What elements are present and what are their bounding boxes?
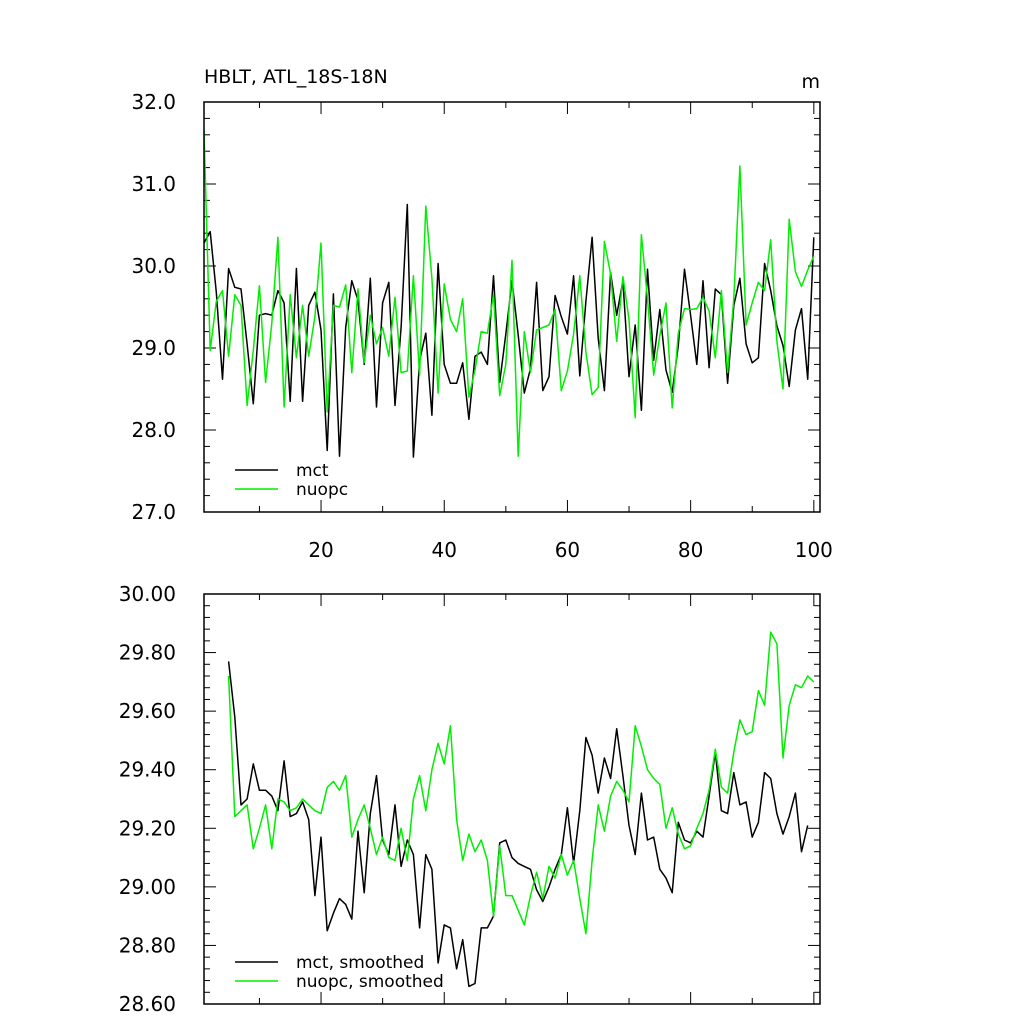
legend-nuopc-smoothed-label: nuopc, smoothed [296, 972, 444, 992]
y-tick-label: 30.0 [131, 254, 176, 278]
legend-mct-label: mct [296, 461, 329, 481]
series-line-nuopc [203, 130, 815, 457]
y-tick-label: 29.20 [119, 816, 176, 840]
top-y-tick-labels: 27.0 28.0 29.0 30.0 31.0 32.0 [131, 90, 176, 524]
x-tick-label: 60 [555, 538, 580, 562]
top-panel: HBLT, ATL_18S-18N m 27.0 28.0 29.0 30.0 31.0… [131, 66, 832, 562]
x-tick-label: 20 [308, 538, 333, 562]
y-tick-label: 29.60 [119, 699, 176, 723]
x-tick-label: 100 [795, 538, 833, 562]
top-legend: mct nuopc [235, 461, 348, 500]
bottom-ticks [204, 593, 820, 1005]
legend-mct-smoothed-label: mct, smoothed [296, 953, 424, 973]
top-chart-title: HBLT, ATL_18S-18N [204, 66, 388, 88]
x-tick-label: 80 [678, 538, 703, 562]
y-tick-label: 28.60 [119, 992, 176, 1016]
y-tick-label: 29.00 [119, 875, 176, 899]
top-series-lines [203, 130, 815, 458]
legend-nuopc-label: nuopc [296, 480, 348, 500]
bottom-series-lines [227, 631, 815, 988]
y-tick-label: 28.0 [131, 418, 176, 442]
y-tick-label: 27.0 [131, 500, 176, 524]
top-ticks [204, 101, 820, 513]
y-tick-label: 32.0 [131, 90, 176, 114]
top-chart-units: m [801, 71, 820, 93]
bottom-panel: 28.60 28.80 29.00 29.20 29.40 29.60 29.80 30.00… [119, 582, 821, 1016]
bottom-plot-frame [203, 593, 821, 1005]
series-line-mct [203, 203, 815, 458]
x-tick-label: 40 [432, 538, 457, 562]
y-tick-label: 29.40 [119, 758, 176, 782]
bottom-y-tick-labels: 28.60 28.80 29.00 29.20 29.40 29.60 29.80 30.00 [119, 582, 176, 1016]
y-tick-label: 28.80 [119, 933, 176, 957]
bottom-legend: mct, smoothed nuopc, smoothed [235, 953, 444, 992]
y-tick-label: 30.00 [119, 582, 176, 606]
series-line-nuopc-smoothed [227, 631, 815, 935]
series-line-mct-smoothed [227, 661, 809, 988]
y-tick-label: 31.0 [131, 172, 176, 196]
y-tick-label: 29.80 [119, 641, 176, 665]
top-plot-frame [203, 101, 821, 513]
y-tick-label: 29.0 [131, 336, 176, 360]
top-x-tick-labels: 20 40 60 80 100 [308, 538, 833, 562]
